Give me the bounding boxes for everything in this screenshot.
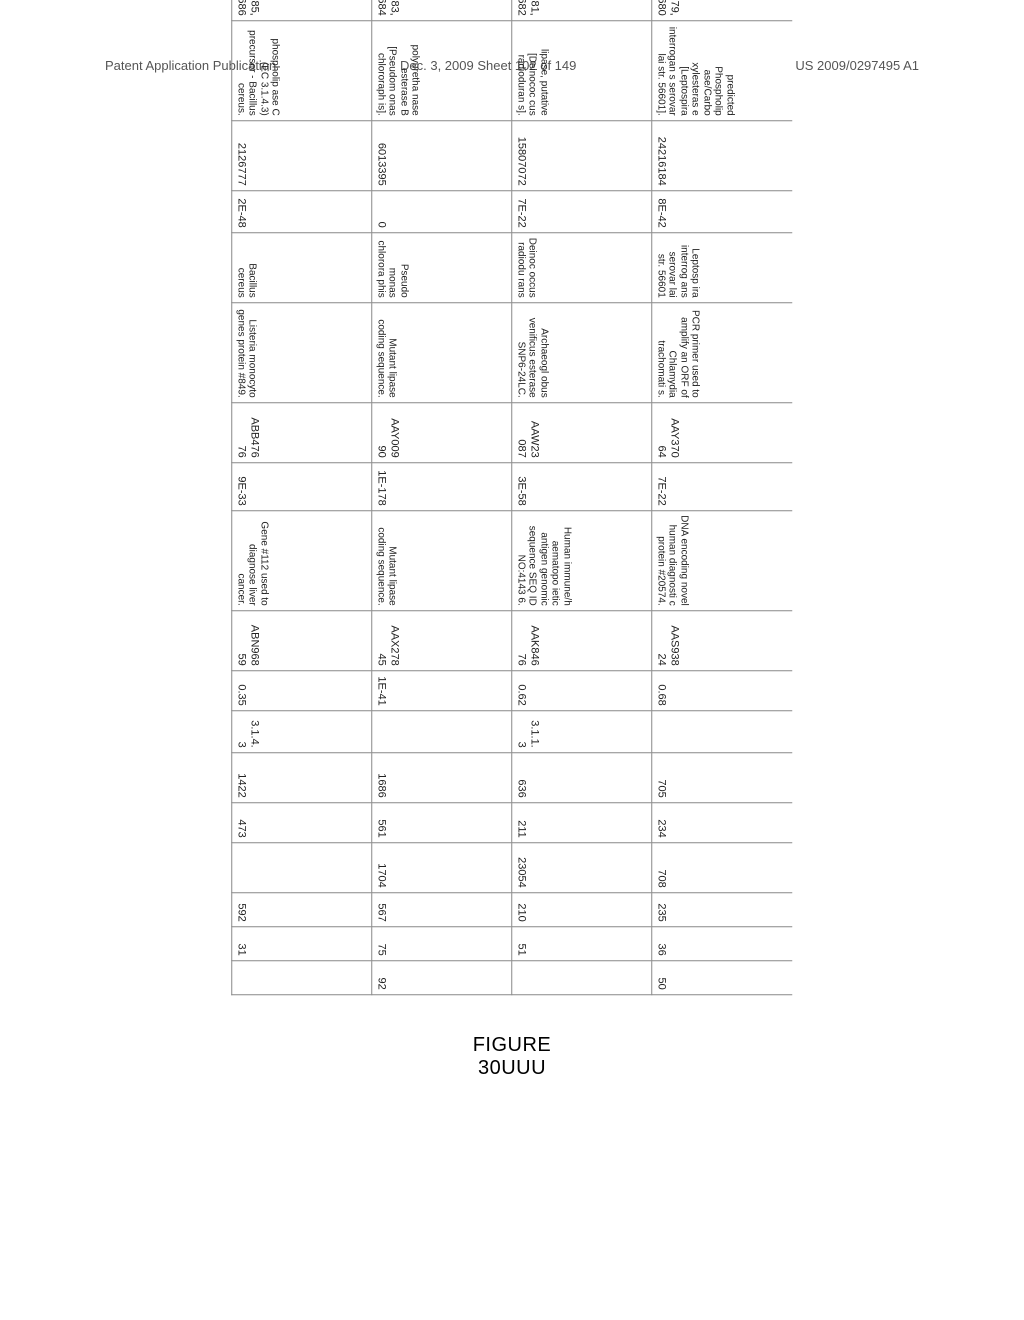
table-cell: 36: [652, 926, 792, 960]
table-cell: 7E-22: [652, 462, 792, 510]
table-cell: 567: [372, 892, 512, 926]
table-cell: AAS938 24: [652, 610, 792, 670]
table-cell: 561: [372, 802, 512, 842]
table-cell: 0: [372, 190, 512, 232]
table-cell: 705: [652, 752, 792, 802]
table-cell: 23054: [512, 842, 652, 892]
table-cell: 24216184: [652, 120, 792, 190]
table-cell: Deinoc occus radiodu rans: [512, 232, 652, 302]
table-cell: 685, 686: [232, 0, 372, 20]
table-cell: 234: [652, 802, 792, 842]
table-cell: 235: [652, 892, 792, 926]
table-cell: Human immune/h aematopo ietic antigen ge…: [512, 510, 652, 610]
table-cell: 8E-42: [652, 190, 792, 232]
table-cell: 473: [232, 802, 372, 842]
table-cell: 9E-33: [232, 462, 372, 510]
table-cell: 0.68: [652, 670, 792, 710]
table-cell: 7E-22: [512, 190, 652, 232]
table-cell: phospholip ase C (EC 3.1.4.3) precursor …: [232, 20, 372, 120]
table-cell: 92: [372, 960, 512, 994]
table-cell: predicted Phospholip ase/Carbo xylestera…: [652, 20, 792, 120]
table-cell: AAK846 76: [512, 610, 652, 670]
table-cell: 1704: [372, 842, 512, 892]
table-cell: 636: [512, 752, 652, 802]
header-right: US 2009/0297495 A1: [795, 58, 919, 73]
table-row: 679, 680predicted Phospholip ase/Carbo x…: [652, 0, 792, 994]
data-table: 679, 680predicted Phospholip ase/Carbo x…: [232, 0, 793, 995]
table-cell: Mutant lipase coding sequence.: [372, 510, 512, 610]
table-cell: Mutant lipase coding sequence.: [372, 302, 512, 402]
table-cell: Leptosp ira interrog ans serovar lai str…: [652, 232, 792, 302]
table-row: 685, 686phospholip ase C (EC 3.1.4.3) pr…: [232, 0, 372, 994]
table-cell: 2E-48: [232, 190, 372, 232]
table-cell: Pseudo monas chlorora phis: [372, 232, 512, 302]
table-cell: 75: [372, 926, 512, 960]
table-cell: AAY370 64: [652, 402, 792, 462]
table-cell: 2126777: [232, 120, 372, 190]
figure-caption-line1: FIGURE: [473, 1034, 552, 1057]
table-cell: Archaeogl obus venificus esterase SNP6-2…: [512, 302, 652, 402]
table-cell: 51: [512, 926, 652, 960]
table-cell: [232, 842, 372, 892]
table-cell: 3.1.4.3: [232, 710, 372, 752]
table-cell: 3.1.1.3: [512, 710, 652, 752]
table-cell: 0.62: [512, 670, 652, 710]
table-cell: ABN968 59: [232, 610, 372, 670]
table-cell: Bacillus cereus: [232, 232, 372, 302]
table-row: 681, 682lipase, putative [Deinococ cus r…: [512, 0, 652, 994]
table-cell: 708: [652, 842, 792, 892]
table-cell: [512, 960, 652, 994]
table-cell: Listeria monocyto genes protein #849.: [232, 302, 372, 402]
table-cell: 6013395: [372, 120, 512, 190]
rotated-table-container: 679, 680predicted Phospholip ase/Carbo x…: [232, 0, 793, 940]
table-cell: polyuretha nase esterase B [Pseudom onas…: [372, 20, 512, 120]
table-cell: 1422: [232, 752, 372, 802]
table-cell: 15807072: [512, 120, 652, 190]
table-cell: 31: [232, 926, 372, 960]
table-cell: AAW23 087: [512, 402, 652, 462]
table-cell: 3E-58: [512, 462, 652, 510]
table-row: 683, 684polyuretha nase esterase B [Pseu…: [372, 0, 512, 994]
table-cell: lipase, putative [Deinococ cus radiodura…: [512, 20, 652, 120]
table-cell: 0.35: [232, 670, 372, 710]
table-cell: 1E-41: [372, 670, 512, 710]
table-cell: AAX278 45: [372, 610, 512, 670]
table-cell: 210: [512, 892, 652, 926]
table-cell: 592: [232, 892, 372, 926]
table-cell: DNA encoding novel human diagnosti c pro…: [652, 510, 792, 610]
table-body: 679, 680predicted Phospholip ase/Carbo x…: [232, 0, 792, 994]
table-cell: 50: [652, 960, 792, 994]
table-cell: 1E-178: [372, 462, 512, 510]
table-cell: 1686: [372, 752, 512, 802]
table-cell: [232, 960, 372, 994]
table-cell: Gene #112 used to diagnose liver cancer.: [232, 510, 372, 610]
table-cell: PCR primer used to amplify an ORF of Chl…: [652, 302, 792, 402]
figure-caption: FIGURE 30UUU: [473, 1034, 552, 1080]
table-cell: ABB476 76: [232, 402, 372, 462]
table-cell: [652, 710, 792, 752]
table-cell: 679, 680: [652, 0, 792, 20]
table-cell: [372, 710, 512, 752]
table-cell: AAY009 90: [372, 402, 512, 462]
table-cell: 683, 684: [372, 0, 512, 20]
figure-caption-line2: 30UUU: [473, 1057, 552, 1080]
table-cell: 681, 682: [512, 0, 652, 20]
table-cell: 211: [512, 802, 652, 842]
